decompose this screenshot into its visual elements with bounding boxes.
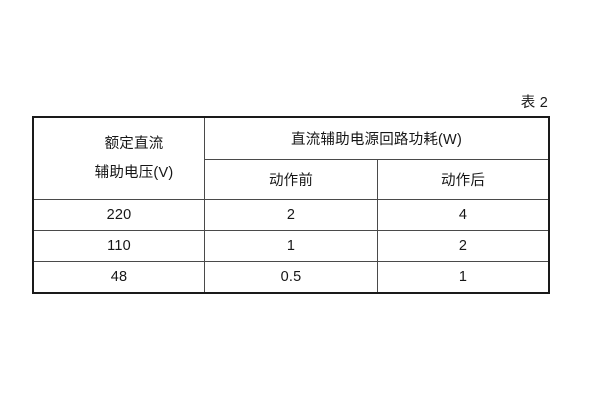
table-caption-row: 表 2 [33, 92, 548, 114]
cell-after-operation: 4 [376, 199, 550, 231]
cell-before-operation: 1 [204, 230, 378, 262]
cell-after-operation: 2 [376, 230, 550, 262]
header-label-line-1: 额定直流 [104, 136, 164, 152]
header-label-line-2: 辅助电压(V) [94, 164, 174, 181]
table-row: 220 2 4 [33, 199, 550, 231]
table-header-row-primary: 额定直流 辅助电压(V) 直流辅助电源回路功耗(W) [33, 117, 550, 200]
table-row: 48 0.5 1 [33, 261, 550, 293]
table-header-row-secondary: 动作前 动作后 [34, 159, 550, 200]
cell-voltage: 48 [33, 261, 205, 293]
header-cell-after-operation: 动作后 [376, 159, 550, 200]
table-caption: 表 2 [520, 95, 548, 111]
cell-before-operation: 0.5 [204, 261, 378, 293]
cell-voltage: 110 [33, 230, 205, 262]
cell-voltage: 220 [33, 199, 205, 231]
table-container: 额定直流 辅助电压(V) 直流辅助电源回路功耗(W) 动作前 动作后 220 2… [31, 116, 551, 294]
header-cell-rated-dc-voltage: 额定直流 辅助电压(V) [33, 117, 205, 200]
cell-before-operation: 2 [204, 199, 378, 231]
cell-after-operation: 1 [376, 261, 550, 293]
spec-table: 额定直流 辅助电压(V) 直流辅助电源回路功耗(W) 动作前 动作后 220 2… [31, 116, 551, 294]
table-row: 110 1 2 [33, 230, 550, 262]
header-cell-power-consumption-group: 直流辅助电源回路功耗(W) [203, 117, 550, 160]
header-cell-before-operation: 动作前 [204, 159, 378, 200]
